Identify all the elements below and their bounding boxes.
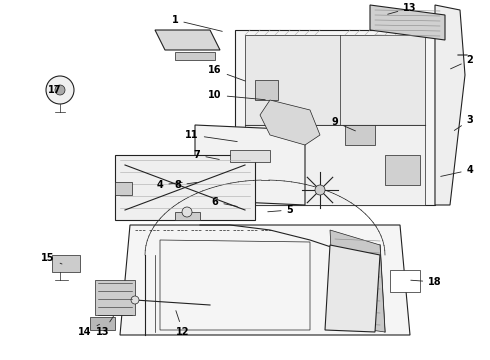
Polygon shape xyxy=(370,5,445,40)
Text: 3: 3 xyxy=(454,115,473,130)
Text: 14: 14 xyxy=(78,324,99,337)
Text: 2: 2 xyxy=(450,55,473,69)
Polygon shape xyxy=(245,125,425,205)
Polygon shape xyxy=(120,225,410,335)
Text: 4: 4 xyxy=(157,180,182,190)
Text: 4: 4 xyxy=(441,165,473,176)
Text: 17: 17 xyxy=(48,85,62,95)
Polygon shape xyxy=(325,245,380,332)
Polygon shape xyxy=(230,150,270,162)
Polygon shape xyxy=(155,30,220,50)
Text: 6: 6 xyxy=(212,197,237,207)
Circle shape xyxy=(55,85,65,95)
Polygon shape xyxy=(260,100,320,145)
Polygon shape xyxy=(255,80,278,100)
Text: 13: 13 xyxy=(388,3,417,14)
Text: 15: 15 xyxy=(41,253,62,264)
Polygon shape xyxy=(175,212,200,220)
Polygon shape xyxy=(330,230,385,332)
Polygon shape xyxy=(52,255,80,272)
Polygon shape xyxy=(95,280,135,315)
Text: 16: 16 xyxy=(208,65,245,81)
Text: 18: 18 xyxy=(411,277,442,287)
Text: 1: 1 xyxy=(172,15,222,31)
Polygon shape xyxy=(115,155,255,220)
Text: 7: 7 xyxy=(194,150,219,160)
Text: 13: 13 xyxy=(96,316,114,337)
Polygon shape xyxy=(90,317,115,330)
Polygon shape xyxy=(385,155,420,185)
Text: 9: 9 xyxy=(332,117,355,131)
Circle shape xyxy=(182,207,192,217)
Polygon shape xyxy=(115,182,132,195)
Polygon shape xyxy=(245,35,425,125)
Polygon shape xyxy=(195,125,305,205)
Text: 8: 8 xyxy=(174,180,197,190)
Polygon shape xyxy=(175,52,215,60)
Circle shape xyxy=(131,296,139,304)
Text: 12: 12 xyxy=(176,311,190,337)
Polygon shape xyxy=(390,270,420,292)
Text: 10: 10 xyxy=(208,90,265,100)
Polygon shape xyxy=(435,5,465,205)
Polygon shape xyxy=(345,125,375,145)
Polygon shape xyxy=(235,30,435,205)
Circle shape xyxy=(46,76,74,104)
Circle shape xyxy=(315,185,325,195)
Text: 11: 11 xyxy=(185,130,237,141)
Text: 5: 5 xyxy=(268,205,294,215)
